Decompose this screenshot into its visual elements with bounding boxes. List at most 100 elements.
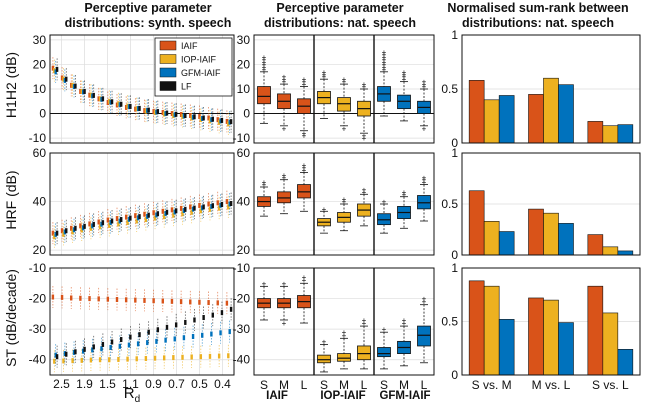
synth-st-point-iaif xyxy=(207,300,210,306)
synth-st-point-iaif xyxy=(88,296,91,302)
synth-hrf-point-gfm-iaif xyxy=(146,213,149,219)
synth-hrf-point-gfm-iaif xyxy=(118,218,122,224)
synth-h1h2-point-iaif xyxy=(189,113,192,119)
synth-hrf-point-gfm-iaif xyxy=(228,201,231,207)
box-h1h2-outlier: + xyxy=(322,73,327,82)
synth-st-point-iaif xyxy=(225,300,229,306)
synth-hrf-point-iaif xyxy=(79,223,82,229)
box-hrf-ytick-label: 40 xyxy=(237,195,251,209)
synth-hrf-point-iop-iaif xyxy=(227,204,230,210)
box-h1h2-outlier: + xyxy=(362,80,367,89)
rank-st-bar-gfm-iaif xyxy=(498,319,515,376)
box-st-outlier: + xyxy=(282,319,287,328)
synth-hrf-point-gfm-iaif xyxy=(191,206,195,212)
synth-h1h2-point-iop-iaif xyxy=(199,116,203,122)
synth-st-point-iop-iaif xyxy=(227,353,230,359)
synth-st-point-iaif xyxy=(134,297,137,303)
box-h1h2-outlier: + xyxy=(382,48,387,57)
synth-st-point-gfm-iaif xyxy=(127,342,131,348)
synth-st-point-iaif xyxy=(216,300,219,306)
synth-h1h2-point-iop-iaif xyxy=(53,68,56,74)
synth-hrf-point-iop-iaif xyxy=(98,224,102,230)
synth-hrf-point-gfm-iaif xyxy=(210,203,213,209)
title-col1-line1: Perceptive parameter xyxy=(84,1,211,15)
synth-st-point-iop-iaif xyxy=(80,357,83,363)
synth-st-point-lf xyxy=(138,332,141,338)
box-h1h2-outlier: + xyxy=(402,70,407,79)
synth-h1h2-point-iaif xyxy=(70,82,73,88)
synth-hrf-point-gfm-iaif xyxy=(219,202,222,208)
synth-h1h2-point-iaif xyxy=(170,111,174,117)
synth-h1h2-point-iaif xyxy=(134,106,137,112)
box-st-outlier: + xyxy=(342,331,347,340)
synth-h1h2-point-iop-iaif xyxy=(89,92,93,98)
synth-st-point-iop-iaif xyxy=(98,357,102,363)
synth-st-point-lf xyxy=(83,346,86,352)
box-cat-label: M xyxy=(339,378,349,392)
synth-hrf-point-iaif xyxy=(152,210,155,216)
synth-hrf-point-gfm-iaif xyxy=(81,225,85,231)
box-st-outlier: + xyxy=(282,279,287,288)
synth-hrf-point-iaif xyxy=(179,205,183,211)
synth-hrf-point-iaif xyxy=(51,230,55,236)
rd-tick-label: 1.1 xyxy=(122,377,139,391)
box-hrf-outlier: + xyxy=(262,181,267,190)
rd-tick-label: 2.5 xyxy=(53,377,70,391)
synth-st-ytick-label: -10 xyxy=(29,261,47,275)
box-hrf-outlier: + xyxy=(342,198,347,207)
synth-hrf-point-lf xyxy=(120,217,123,223)
synth-st-point-iaif xyxy=(198,299,201,305)
synth-hrf-point-iaif xyxy=(170,207,174,213)
box-hrf-outlier: + xyxy=(362,185,367,194)
group-label-iaif: IAIF xyxy=(266,390,288,402)
box-h1h2-box-iaif-s xyxy=(257,86,271,105)
synth-hrf-point-lf xyxy=(92,221,95,227)
box-hrf-ytick-label: 60 xyxy=(237,146,251,160)
legend-label-gfm-iaif: GFM-IAIF xyxy=(181,68,221,78)
box-h1h2-outlier: + xyxy=(342,78,347,87)
synth-h1h2-point-iop-iaif xyxy=(117,101,120,107)
box-cat-label: L xyxy=(361,378,368,392)
box-h1h2-outlier: + xyxy=(322,68,327,77)
synth-hrf-point-iaif xyxy=(198,202,201,208)
synth-st-point-iop-iaif xyxy=(117,356,120,362)
box-h1h2-outlier: + xyxy=(262,58,267,67)
box-h1h2-outlier: + xyxy=(282,75,287,84)
rank-hrf-ytick-label: 0 xyxy=(451,248,458,262)
box-hrf-box-iaif-m xyxy=(277,191,291,204)
rd-tick-label: 0.5 xyxy=(191,377,208,391)
box-h1h2-outlier: + xyxy=(362,134,367,143)
synth-h1h2-point-lf xyxy=(156,109,160,115)
box-h1h2-box-iop-iaif-m xyxy=(337,97,351,112)
synth-h1h2-point-lf xyxy=(220,117,224,123)
synth-hrf-point-iaif xyxy=(124,214,128,220)
synth-st-point-iop-iaif xyxy=(190,354,193,360)
box-hrf-outlier: + xyxy=(402,188,407,197)
box-h1h2-outlier: + xyxy=(422,124,427,133)
synth-hrf-point-gfm-iaif xyxy=(100,221,103,227)
synth-h1h2-point-lf xyxy=(101,96,105,102)
rank-cat-label: S vs. M xyxy=(472,378,512,392)
synth-st-point-gfm-iaif xyxy=(228,329,231,335)
synth-h1h2-point-iaif xyxy=(60,75,64,81)
synth-h1h2-point-lf xyxy=(184,113,187,119)
rank-hrf-ytick-label: 1 xyxy=(451,146,458,160)
box-h1h2-outlier: + xyxy=(362,83,367,92)
box-cat-label: S xyxy=(260,378,268,392)
box-hrf-frame xyxy=(253,152,435,256)
synth-h1h2-point-gfm-iaif xyxy=(191,114,195,120)
synth-h1h2-point-iaif xyxy=(106,100,110,105)
synth-h1h2-point-iop-iaif xyxy=(162,111,166,117)
legend: IAIF IOP-IAIF GFM-IAIF LF xyxy=(154,37,233,97)
title-col3-line2: distributions: nat. speech xyxy=(462,16,614,30)
synth-st-point-gfm-iaif xyxy=(146,340,149,346)
legend-label-lf: LF xyxy=(181,82,192,92)
box-st-outlier: + xyxy=(422,295,427,304)
box-hrf-outlier: + xyxy=(302,161,307,170)
synth-h1h2-point-iop-iaif xyxy=(126,103,129,109)
synth-st-point-lf xyxy=(165,324,169,330)
synth-hrf-point-iop-iaif xyxy=(117,221,120,227)
synth-hrf-point-gfm-iaif xyxy=(136,215,140,221)
synth-hrf-point-lf xyxy=(101,220,105,226)
